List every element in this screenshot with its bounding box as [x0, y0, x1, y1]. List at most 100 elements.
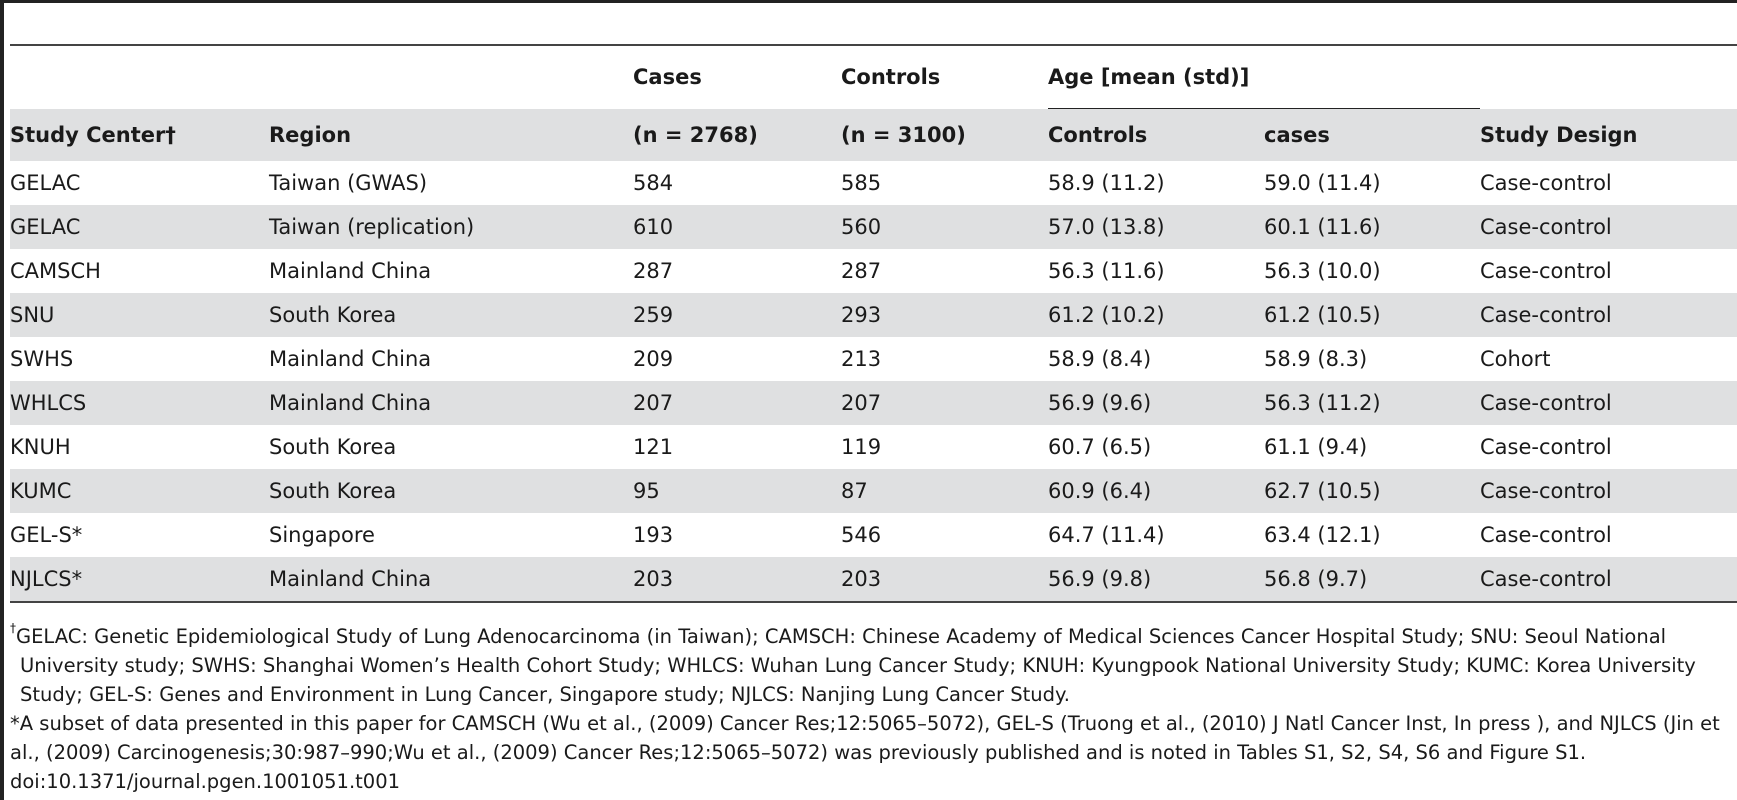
header-region: Region [269, 108, 633, 161]
cell-region: Mainland China [269, 557, 633, 603]
cell-region: Taiwan (GWAS) [269, 171, 428, 195]
header-cases-n: (n = 2768) [633, 108, 841, 161]
cell-age-controls: 61.2 (10.2) [1048, 293, 1264, 337]
cell-design: Case-control [1480, 523, 1612, 547]
cell-cases: 121 [633, 435, 674, 459]
cell-region: South Korea [269, 469, 633, 513]
header-row-bottom: Study Center† Region (n = 2768) (n = 310… [10, 108, 1737, 161]
cell-cases: 584 [633, 171, 674, 195]
cell-controls: 585 [841, 171, 882, 195]
cell-design: Case-control [1480, 293, 1737, 337]
cell-age-cases: 61.1 (9.4) [1264, 435, 1368, 459]
table-header: Cases Controls Age [mean (std)] Study Ce… [10, 45, 1737, 161]
cell-controls: 560 [841, 205, 1048, 249]
cell-age-cases: 59.0 (11.4) [1264, 171, 1381, 195]
header-study-design: Study Design [1480, 108, 1737, 161]
cell-center: KUMC [10, 469, 269, 513]
header-controls: Controls [841, 65, 941, 90]
cell-region: Mainland China [269, 347, 432, 371]
cell-controls: 293 [841, 293, 1048, 337]
cell-cases: 259 [633, 293, 841, 337]
table-row: KNUH South Korea 121 119 60.7 (6.5) 61.1… [10, 425, 1737, 469]
cell-controls: 119 [841, 435, 882, 459]
cell-age-controls: 58.9 (11.2) [1048, 171, 1165, 195]
table-row: GEL-S* Singapore 193 546 64.7 (11.4) 63.… [10, 513, 1737, 557]
header-age-controls: Controls [1048, 108, 1264, 161]
table-row: GELAC Taiwan (GWAS) 584 585 58.9 (11.2) … [10, 161, 1737, 205]
cell-design: Case-control [1480, 381, 1737, 425]
cell-center: GELAC [10, 205, 269, 249]
table-row: KUMC South Korea 95 87 60.9 (6.4) 62.7 (… [10, 469, 1737, 513]
cell-design: Case-control [1480, 435, 1612, 459]
table-footnotes: †GELAC: Genetic Epidemiological Study of… [10, 622, 1735, 796]
cell-center: SNU [10, 293, 269, 337]
cell-design: Case-control [1480, 259, 1612, 283]
cell-design: Case-control [1480, 171, 1612, 195]
cell-center: NJLCS* [10, 557, 269, 603]
header-blank-1 [10, 45, 269, 109]
cell-age-controls: 58.9 (8.4) [1048, 347, 1152, 371]
dagger-mark: † [10, 621, 16, 635]
header-age: Age [mean (std)] [1048, 45, 1480, 109]
cell-cases: 193 [633, 523, 674, 547]
table-row: SNU South Korea 259 293 61.2 (10.2) 61.2… [10, 293, 1737, 337]
cell-center: CAMSCH [10, 259, 101, 283]
cell-design: Cohort [1480, 347, 1551, 371]
table-row: GELAC Taiwan (replication) 610 560 57.0 … [10, 205, 1737, 249]
cell-design: Case-control [1480, 557, 1737, 603]
header-age-label: Age [mean (std)] [1048, 65, 1250, 89]
cell-age-controls: 60.7 (6.5) [1048, 435, 1152, 459]
top-border [0, 0, 1737, 3]
cell-controls: 213 [841, 347, 882, 371]
cell-age-cases: 56.3 (10.0) [1264, 259, 1381, 283]
study-table: Cases Controls Age [mean (std)] Study Ce… [10, 44, 1737, 603]
cell-region: Mainland China [269, 259, 432, 283]
cell-region: South Korea [269, 435, 397, 459]
cell-controls: 546 [841, 523, 882, 547]
cell-cases: 610 [633, 205, 841, 249]
cell-center: SWHS [10, 347, 74, 371]
table-row: CAMSCH Mainland China 287 287 56.3 (11.6… [10, 249, 1737, 293]
cell-cases: 287 [633, 259, 674, 283]
cell-controls: 87 [841, 469, 1048, 513]
cell-age-controls: 56.9 (9.6) [1048, 381, 1264, 425]
cell-center: WHLCS [10, 381, 269, 425]
cell-design: Case-control [1480, 205, 1737, 249]
footnote-dagger: †GELAC: Genetic Epidemiological Study of… [10, 622, 1735, 709]
header-cases: Cases [633, 65, 702, 90]
cell-age-controls: 56.9 (9.8) [1048, 557, 1264, 603]
cell-age-controls: 57.0 (13.8) [1048, 205, 1264, 249]
cell-design: Case-control [1480, 469, 1737, 513]
table-row: NJLCS* Mainland China 203 203 56.9 (9.8)… [10, 557, 1737, 603]
cell-age-cases: 61.2 (10.5) [1264, 293, 1480, 337]
header-row-top: Cases Controls Age [mean (std)] [10, 45, 1737, 109]
cell-region: Mainland China [269, 381, 633, 425]
cell-region: Singapore [269, 523, 375, 547]
cell-controls: 287 [841, 259, 882, 283]
header-age-cases: cases [1264, 108, 1480, 161]
header-study-center: Study Center† [10, 108, 269, 161]
cell-region: Taiwan (replication) [269, 205, 633, 249]
cell-center: GEL-S* [10, 523, 83, 547]
doi-link[interactable]: doi:10.1371/journal.pgen.1001051.t001 [10, 770, 401, 793]
header-controls-n: (n = 3100) [841, 108, 1048, 161]
cell-age-cases: 56.3 (11.2) [1264, 381, 1480, 425]
cell-age-cases: 58.9 (8.3) [1264, 347, 1368, 371]
cell-age-cases: 56.8 (9.7) [1264, 557, 1480, 603]
cell-age-cases: 62.7 (10.5) [1264, 469, 1480, 513]
cell-cases: 209 [633, 347, 674, 371]
footnote-asterisk: *A subset of data presented in this pape… [10, 712, 1720, 764]
cell-controls: 203 [841, 557, 1048, 603]
table-row: WHLCS Mainland China 207 207 56.9 (9.6) … [10, 381, 1737, 425]
header-blank-2 [269, 45, 633, 109]
cell-age-controls: 60.9 (6.4) [1048, 469, 1264, 513]
footnote-dagger-text: GELAC: Genetic Epidemiological Study of … [16, 625, 1696, 706]
header-blank-3 [1480, 45, 1737, 109]
cell-cases: 203 [633, 557, 841, 603]
left-border [0, 0, 4, 800]
cell-center: KNUH [10, 435, 71, 459]
cell-cases: 95 [633, 469, 841, 513]
cell-controls: 207 [841, 381, 1048, 425]
table-row: SWHS Mainland China 209 213 58.9 (8.4) 5… [10, 337, 1737, 381]
cell-age-cases: 63.4 (12.1) [1264, 523, 1381, 547]
